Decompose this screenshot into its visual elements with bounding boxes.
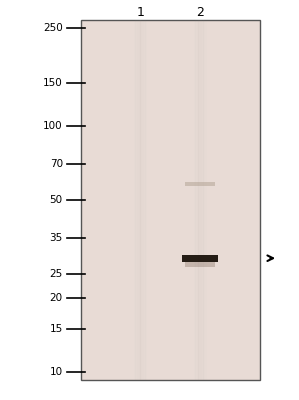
Text: 10: 10	[50, 367, 63, 377]
Text: 150: 150	[43, 78, 63, 88]
Text: 20: 20	[50, 293, 63, 303]
Text: 250: 250	[43, 23, 63, 33]
Text: 50: 50	[50, 195, 63, 205]
Text: 100: 100	[43, 121, 63, 131]
Text: 35: 35	[50, 233, 63, 243]
FancyBboxPatch shape	[182, 255, 218, 262]
Text: 70: 70	[50, 159, 63, 169]
FancyBboxPatch shape	[185, 262, 215, 267]
Text: 25: 25	[50, 269, 63, 279]
FancyBboxPatch shape	[81, 20, 260, 380]
FancyBboxPatch shape	[185, 182, 215, 186]
Text: 2: 2	[196, 6, 204, 18]
Text: 15: 15	[50, 324, 63, 334]
Text: 1: 1	[137, 6, 144, 18]
